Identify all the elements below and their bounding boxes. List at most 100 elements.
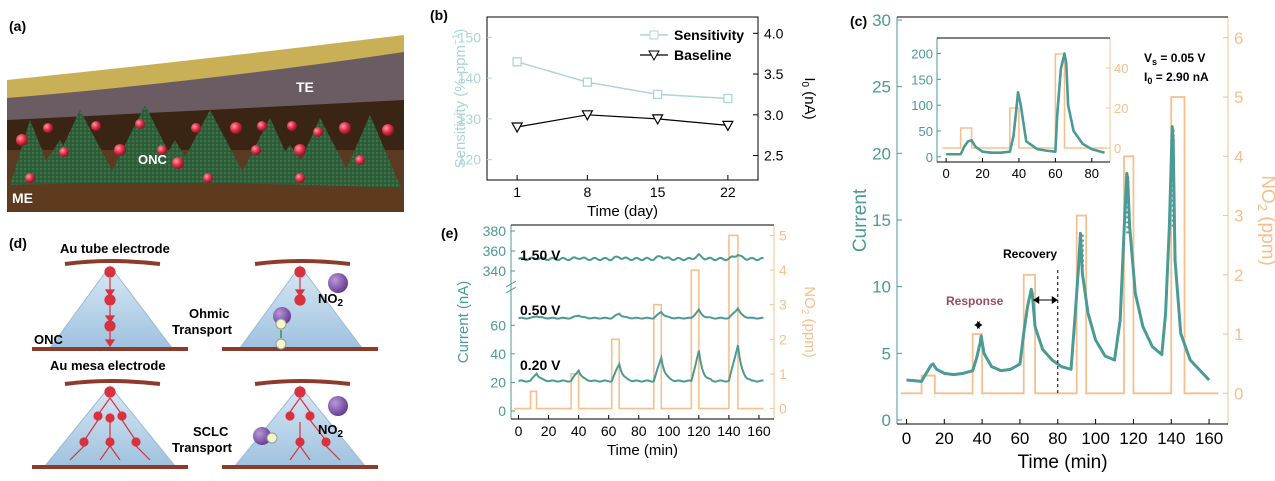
label-me: ME xyxy=(12,190,33,206)
y-right-tick-label: 4 xyxy=(1234,147,1243,166)
y-left-axis-label: Current xyxy=(850,188,871,252)
current-0-50v-line xyxy=(518,306,764,320)
x-tick-label: 1 xyxy=(513,184,521,200)
label-ohmic: Ohmic xyxy=(189,306,229,321)
y-left-tick-label: 140 xyxy=(458,70,482,86)
panel-d-label: (d) xyxy=(9,235,27,251)
label-bottom-electrode: Au mesa electrode xyxy=(50,358,166,373)
x-tick-label: 140 xyxy=(1157,429,1185,448)
inset-y-right-tick-label: 40 xyxy=(1114,61,1128,76)
chart-e: (e) 0 20 40 60 340 360 380 0 1 2 3 4 5 0 20 40 60 80 100 120… xyxy=(441,223,818,459)
label-sclc-transport: Transport xyxy=(172,440,233,455)
y-left-tick-label: 130 xyxy=(458,111,482,127)
y-left-axis-label: Current (nA) xyxy=(455,281,472,364)
series-label-1-50v: 1.50 V xyxy=(520,247,561,263)
x-tick-label: 60 xyxy=(1010,429,1029,448)
y-right-tick-label: 5 xyxy=(1234,88,1243,107)
inset-y-left-tick-label: 0 xyxy=(926,150,933,165)
y-right-tick-label: 4.0 xyxy=(764,25,784,41)
x-tick-label: 80 xyxy=(1048,429,1067,448)
y-left-tick-label: 120 xyxy=(458,152,482,168)
y-right-tick-label: 6 xyxy=(1234,29,1243,48)
y-right-axis-label: I0 (nA) xyxy=(799,77,818,119)
x-tick-label: 160 xyxy=(747,423,771,439)
x-tick-label: 8 xyxy=(583,184,591,200)
baseline-point xyxy=(721,120,734,132)
y-right-tick-label: 4 xyxy=(779,262,787,278)
label-ohmic-transport: Transport xyxy=(172,322,233,337)
inset-y-left-tick-label: 50 xyxy=(919,124,933,139)
inset-current-line xyxy=(946,52,1105,156)
y-left-tick-label: 380 xyxy=(483,223,507,239)
axis-break xyxy=(505,286,517,294)
current-line xyxy=(906,125,1211,383)
x-tick-label: 0 xyxy=(902,429,911,448)
y-right-tick-label: 0 xyxy=(779,401,787,417)
x-tick-label: 40 xyxy=(973,429,992,448)
inset-x-tick-label: 40 xyxy=(1012,166,1026,181)
y-left-tick-label: 30 xyxy=(872,11,891,30)
x-tick-label: 0 xyxy=(515,423,523,439)
y-left-axis-label: Sensitivity (% ppm−1) xyxy=(451,29,469,169)
sensitivity-line xyxy=(516,61,728,100)
legend-baseline-marker xyxy=(648,50,660,62)
recovery-arrow-head xyxy=(1033,296,1040,304)
inset-y-right-tick-label: 0 xyxy=(1114,141,1121,156)
y-right-axis-label: NO2 (ppm) xyxy=(1255,175,1275,266)
y-right-tick-label: 2.5 xyxy=(764,148,784,164)
panel-a: (a) TE ONC ME xyxy=(7,18,404,212)
y-left-tick-label: 0 xyxy=(498,403,506,419)
y-left-tick-label: 340 xyxy=(483,263,507,279)
y-right-tick-label: 2 xyxy=(779,331,787,347)
y-right-tick-label: 5 xyxy=(779,227,787,243)
current-1-50v-line xyxy=(517,252,764,262)
y-right-tick-label: 2 xyxy=(1234,266,1243,285)
annotation-recovery: Recovery xyxy=(1003,247,1057,261)
y-right-tick-label: 3.0 xyxy=(764,107,784,123)
axes-frame xyxy=(486,16,759,181)
y-left-tick-label: 20 xyxy=(490,374,506,390)
sensitivity-point xyxy=(652,89,663,100)
x-tick-label: 120 xyxy=(1119,429,1147,448)
inset-x-tick-label: 80 xyxy=(1085,166,1099,181)
y-left-tick-label: 40 xyxy=(490,346,506,362)
x-axis-label: Time (min) xyxy=(607,442,678,459)
panel-b-label: (b) xyxy=(430,7,448,23)
x-tick-label: 100 xyxy=(657,423,681,439)
inset-x-tick-label: 0 xyxy=(942,166,949,181)
y-left-tick-label: 0 xyxy=(882,411,891,430)
x-tick-label: 160 xyxy=(1195,429,1223,448)
label-sclc: SCLC xyxy=(193,424,229,439)
legend-baseline-label: Baseline xyxy=(674,47,732,63)
panel-a-label: (a) xyxy=(9,18,26,34)
inset-y-right-tick-label: 20 xyxy=(1114,101,1128,116)
x-tick-label: 100 xyxy=(1081,429,1109,448)
current-0-20v-line xyxy=(518,344,764,383)
x-axis-label: Time (day) xyxy=(587,203,658,220)
x-tick-label: 15 xyxy=(650,184,666,200)
y-left-tick-label: 60 xyxy=(490,317,506,333)
inset-y-left-tick-label: 100 xyxy=(911,98,933,113)
inset-y-left-tick-label: 150 xyxy=(911,72,933,87)
baseline-point xyxy=(511,122,524,134)
sensitivity-point xyxy=(582,77,593,87)
y-left-tick-label: 20 xyxy=(872,144,891,163)
x-tick-label: 22 xyxy=(720,184,736,200)
panel-d: (d) Au tube electrode xyxy=(9,235,378,469)
y-right-tick-label: 1 xyxy=(779,366,787,382)
panel-c-label: (c) xyxy=(850,13,867,29)
recovery-arrow-head xyxy=(1051,296,1058,304)
y-right-tick-label: 3.5 xyxy=(764,66,784,82)
y-left-tick-label: 10 xyxy=(872,278,891,297)
x-tick-label: 40 xyxy=(571,423,587,439)
x-axis-label: Time (min) xyxy=(1017,452,1107,473)
inset-x-tick-label: 60 xyxy=(1048,166,1062,181)
inset-y-left-tick-label: 200 xyxy=(911,47,933,62)
annotation-i0: I0 = 2.90 nA xyxy=(1144,70,1209,86)
axis-break xyxy=(505,280,517,288)
x-tick-label: 80 xyxy=(631,423,647,439)
y-right-tick-label: 1 xyxy=(1234,325,1243,344)
y-left-tick-label: 25 xyxy=(872,78,891,97)
